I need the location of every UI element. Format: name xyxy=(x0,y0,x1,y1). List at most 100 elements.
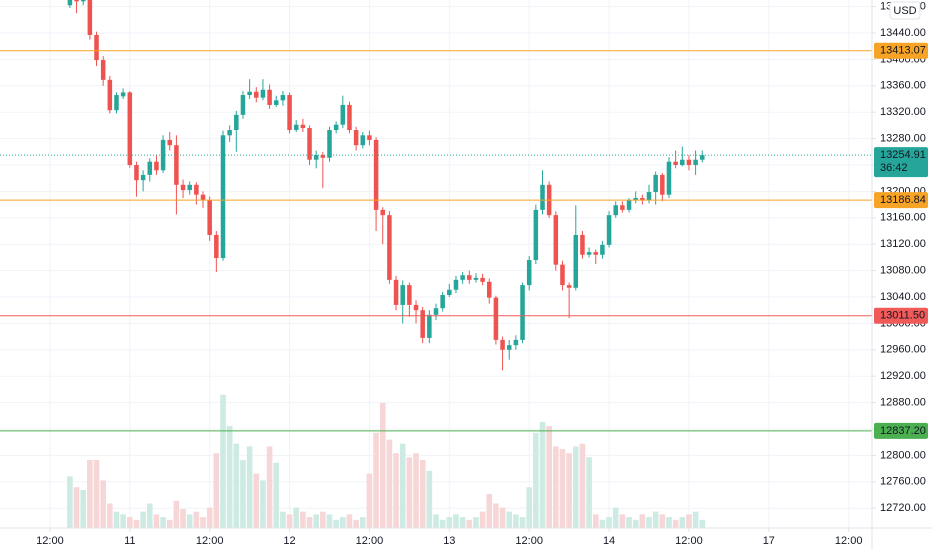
candle-body xyxy=(154,161,159,171)
x-tick-label: 14 xyxy=(603,535,615,547)
volume-bar xyxy=(286,514,293,528)
candle-body xyxy=(513,339,519,346)
level-label: 13011.50 xyxy=(880,310,925,322)
candle-body xyxy=(653,174,658,193)
candle-body xyxy=(646,192,652,200)
volume-bar xyxy=(592,514,599,528)
volume-bar xyxy=(266,446,273,528)
volume-bar xyxy=(566,453,572,528)
volume-bar xyxy=(513,514,519,528)
candle-body xyxy=(147,161,153,175)
candle-body xyxy=(433,308,439,315)
candle-body xyxy=(127,92,133,165)
candle-body xyxy=(480,277,485,282)
volume-bar xyxy=(273,462,280,528)
volume-bar xyxy=(326,514,333,528)
volume-bar xyxy=(632,519,639,528)
candle-body xyxy=(327,130,332,158)
candle-body xyxy=(533,209,539,261)
volume-bar xyxy=(153,514,160,528)
volume-bar xyxy=(67,476,73,528)
y-tick-label: 12880.00 xyxy=(880,397,926,409)
candle-body xyxy=(640,198,645,200)
candle-body xyxy=(273,100,279,105)
volume-bar xyxy=(166,519,173,528)
candle-body xyxy=(666,161,672,195)
candle-body xyxy=(353,130,359,146)
volume-bar xyxy=(206,507,213,528)
volume-bar xyxy=(493,503,499,528)
candle-body xyxy=(254,91,259,98)
volume-bar xyxy=(413,453,419,528)
volume-bar xyxy=(373,432,379,528)
volume-bar xyxy=(320,511,326,528)
candle-body xyxy=(74,0,79,2)
candle-body xyxy=(120,92,126,97)
volume-bar xyxy=(572,446,579,528)
level-layer xyxy=(0,50,872,432)
candle-body xyxy=(94,34,99,61)
candle-body xyxy=(460,275,465,280)
candle-body xyxy=(573,234,579,288)
volume-bar xyxy=(306,517,313,528)
candle-body xyxy=(360,135,366,146)
currency[interactable]: USD xyxy=(893,5,916,17)
x-tick-label: 12:00 xyxy=(36,535,64,547)
candle-body xyxy=(380,209,386,216)
volume-bar xyxy=(180,508,186,528)
candle-body xyxy=(580,234,585,255)
volume-bar xyxy=(692,511,699,528)
volume-bar xyxy=(346,514,353,528)
volume-bar xyxy=(699,519,706,528)
volume-bar xyxy=(659,514,666,528)
candle-body xyxy=(207,199,212,235)
volume-bar xyxy=(200,517,206,528)
last-price-box xyxy=(874,147,928,178)
x-tick-label: 11 xyxy=(124,535,135,547)
candle-body xyxy=(247,91,252,96)
volume-bar xyxy=(233,443,240,528)
level-label: 13186.84 xyxy=(880,194,926,206)
candle-body xyxy=(280,95,286,101)
volume-bar xyxy=(446,517,453,528)
volume-bar xyxy=(340,517,346,528)
volume-bar xyxy=(140,511,146,528)
candle-body xyxy=(267,89,272,105)
candle-body xyxy=(427,314,432,338)
x-tick-label: 12:00 xyxy=(675,535,703,547)
candle-body xyxy=(313,155,319,160)
x-tick-label: 12 xyxy=(283,535,295,547)
volume-bar xyxy=(666,517,672,528)
y-tick-label: 13080.00 xyxy=(880,265,926,277)
volume-bar xyxy=(240,460,246,528)
x-tick-label: 13 xyxy=(443,535,455,547)
x-tick-label: 12:00 xyxy=(835,535,863,547)
candle-body xyxy=(600,244,605,255)
volume-bar xyxy=(686,514,692,528)
candle-body xyxy=(447,289,452,296)
last-price-label: 13254.91 xyxy=(880,149,926,161)
candle-body xyxy=(693,159,698,165)
candle-body xyxy=(699,155,705,160)
level-label-box xyxy=(874,422,928,439)
candle-body xyxy=(566,285,572,288)
candle-body xyxy=(174,145,179,185)
candle-body xyxy=(520,285,525,340)
candle-body xyxy=(293,124,299,131)
volume-bar xyxy=(453,514,459,528)
candle-body xyxy=(626,199,632,210)
volume-bar xyxy=(393,453,399,528)
currency-box[interactable] xyxy=(889,1,921,20)
candle-body xyxy=(673,161,678,165)
y-tick-label: 13280.00 xyxy=(880,133,926,145)
candle-body xyxy=(540,184,545,210)
volume-bar xyxy=(433,514,439,528)
volume-bar xyxy=(406,457,413,528)
volume-bar xyxy=(499,507,506,528)
volume-bar xyxy=(300,511,306,528)
volume-bar xyxy=(246,446,253,528)
y-tick-label: 12800.00 xyxy=(880,449,926,461)
candle-body xyxy=(613,205,618,216)
volume-bar xyxy=(366,473,373,528)
volume-bar xyxy=(359,517,366,528)
